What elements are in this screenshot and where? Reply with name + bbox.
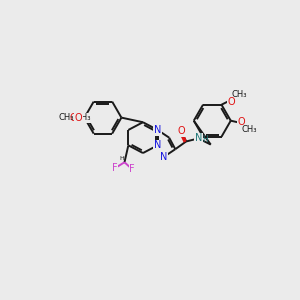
Text: H: H — [119, 156, 124, 161]
Text: CH₃: CH₃ — [242, 124, 257, 134]
Text: N: N — [154, 140, 161, 150]
Text: CH₃: CH₃ — [76, 113, 92, 122]
Text: O: O — [228, 97, 235, 106]
Text: N: N — [160, 152, 167, 162]
Text: O: O — [70, 112, 77, 123]
Text: CH₃: CH₃ — [59, 113, 74, 122]
Text: CH₃: CH₃ — [232, 90, 247, 99]
Text: O: O — [74, 112, 82, 123]
Text: H: H — [202, 136, 208, 145]
Text: N: N — [195, 134, 202, 143]
Text: O: O — [238, 117, 245, 127]
Text: O: O — [178, 127, 185, 136]
Text: F: F — [129, 164, 135, 174]
Text: F: F — [112, 164, 117, 173]
Text: N: N — [154, 125, 161, 135]
